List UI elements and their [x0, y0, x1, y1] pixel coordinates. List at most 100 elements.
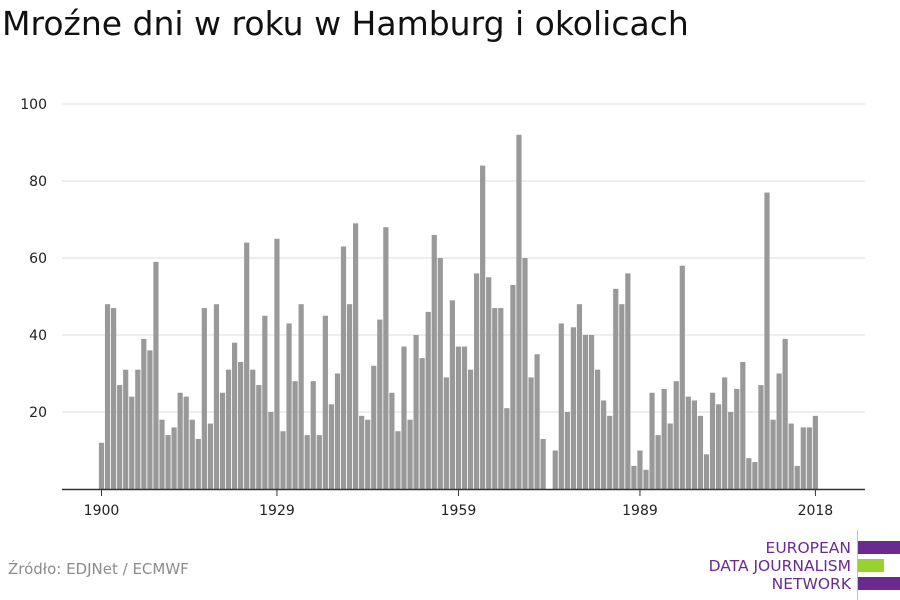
bar-1968[interactable]	[510, 284, 516, 489]
bar-1987[interactable]	[625, 273, 631, 489]
bar-1917[interactable]	[201, 308, 207, 489]
bar-1936[interactable]	[316, 435, 322, 489]
bar-2015[interactable]	[794, 465, 800, 489]
bar-1901[interactable]	[104, 304, 111, 489]
bar-1929[interactable]	[274, 238, 280, 489]
bar-1979[interactable]	[576, 304, 583, 489]
bar-1953[interactable]	[419, 358, 425, 489]
bar-1998[interactable]	[691, 400, 697, 489]
bar-1957[interactable]	[443, 377, 449, 489]
bar-2009[interactable]	[758, 385, 764, 489]
bar-2017[interactable]	[806, 427, 812, 489]
bar-1977[interactable]	[564, 412, 570, 489]
bar-1954[interactable]	[425, 311, 431, 489]
bar-1995[interactable]	[673, 381, 679, 489]
bar-2016[interactable]	[800, 427, 806, 489]
bar-1988[interactable]	[631, 465, 637, 489]
bar-1916[interactable]	[195, 438, 201, 489]
bar-1909[interactable]	[153, 261, 159, 489]
bar-2006[interactable]	[740, 361, 746, 489]
bar-1949[interactable]	[395, 431, 401, 489]
bar-2007[interactable]	[746, 458, 752, 489]
bar-1983[interactable]	[601, 400, 607, 489]
bar-1945[interactable]	[371, 365, 377, 489]
bar-1932[interactable]	[292, 381, 298, 489]
bar-1959[interactable]	[455, 346, 462, 489]
bar-1994[interactable]	[667, 423, 673, 489]
bar-2001[interactable]	[709, 392, 716, 489]
bar-1937[interactable]	[322, 315, 328, 489]
bar-1928[interactable]	[268, 412, 274, 489]
bar-1931[interactable]	[286, 323, 292, 489]
bar-1927[interactable]	[262, 315, 268, 489]
bar-2014[interactable]	[788, 423, 794, 489]
bar-1990[interactable]	[643, 469, 649, 489]
bar-1946[interactable]	[377, 319, 383, 489]
bar-1911[interactable]	[165, 435, 171, 489]
bar-2004[interactable]	[728, 412, 734, 489]
bar-2013[interactable]	[782, 338, 788, 489]
bar-1978[interactable]	[570, 327, 576, 489]
bar-1912[interactable]	[171, 427, 177, 489]
bar-2011[interactable]	[770, 419, 776, 489]
bar-1939[interactable]	[334, 373, 341, 490]
bar-1986[interactable]	[619, 304, 625, 489]
bar-1969[interactable]	[516, 134, 522, 490]
bar-2005[interactable]	[734, 388, 740, 489]
bar-1981[interactable]	[588, 335, 595, 489]
bar-1947[interactable]	[383, 227, 389, 489]
bar-1976[interactable]	[558, 323, 564, 489]
bar-1989[interactable]	[637, 450, 643, 490]
bar-1963[interactable]	[480, 165, 486, 489]
edjnet-logo[interactable]: EUROPEAN DATA JOURNALISM NETWORK	[700, 530, 900, 600]
bar-1921[interactable]	[225, 369, 232, 489]
bar-1930[interactable]	[280, 431, 286, 489]
bar-1913[interactable]	[177, 392, 183, 489]
bar-1955[interactable]	[431, 234, 437, 489]
bar-1925[interactable]	[250, 369, 256, 489]
bar-1958[interactable]	[449, 300, 455, 489]
bar-1966[interactable]	[498, 308, 504, 489]
bar-1952[interactable]	[413, 335, 419, 489]
bar-1972[interactable]	[534, 354, 540, 489]
bar-1982[interactable]	[595, 369, 601, 489]
bar-2008[interactable]	[752, 462, 758, 489]
bar-1900[interactable]	[98, 442, 105, 489]
bar-1944[interactable]	[365, 419, 371, 489]
bar-1975[interactable]	[552, 450, 558, 490]
bar-1915[interactable]	[189, 419, 195, 489]
bar-1926[interactable]	[256, 385, 262, 489]
bar-2002[interactable]	[716, 404, 722, 489]
bar-1967[interactable]	[504, 408, 510, 489]
bar-1985[interactable]	[613, 288, 619, 489]
bar-1914[interactable]	[183, 396, 189, 489]
bar-1934[interactable]	[304, 435, 310, 489]
bar-1996[interactable]	[679, 265, 685, 489]
bar-1956[interactable]	[437, 258, 443, 489]
bar-1992[interactable]	[655, 435, 661, 489]
bar-1907[interactable]	[141, 338, 147, 489]
bar-1948[interactable]	[389, 392, 395, 489]
bar-2000[interactable]	[703, 454, 710, 489]
bar-1904[interactable]	[123, 369, 129, 489]
bar-1908[interactable]	[147, 350, 153, 489]
bar-1919[interactable]	[213, 304, 220, 489]
bar-1910[interactable]	[159, 419, 165, 489]
bar-1920[interactable]	[219, 392, 226, 489]
bar-1924[interactable]	[244, 242, 250, 489]
bar-1922[interactable]	[232, 342, 238, 489]
bar-1984[interactable]	[607, 415, 613, 489]
bar-1935[interactable]	[310, 381, 316, 489]
bar-1993[interactable]	[661, 388, 667, 489]
bar-1951[interactable]	[407, 419, 413, 489]
bar-1962[interactable]	[474, 273, 480, 489]
bar-1942[interactable]	[353, 223, 359, 489]
bar-1918[interactable]	[207, 423, 213, 489]
bar-1971[interactable]	[528, 377, 534, 489]
bar-2012[interactable]	[776, 373, 782, 490]
bar-2010[interactable]	[764, 192, 770, 490]
bar-1970[interactable]	[522, 258, 528, 489]
bar-1902[interactable]	[111, 308, 117, 489]
bar-1991[interactable]	[649, 392, 655, 489]
bar-1923[interactable]	[238, 361, 244, 489]
